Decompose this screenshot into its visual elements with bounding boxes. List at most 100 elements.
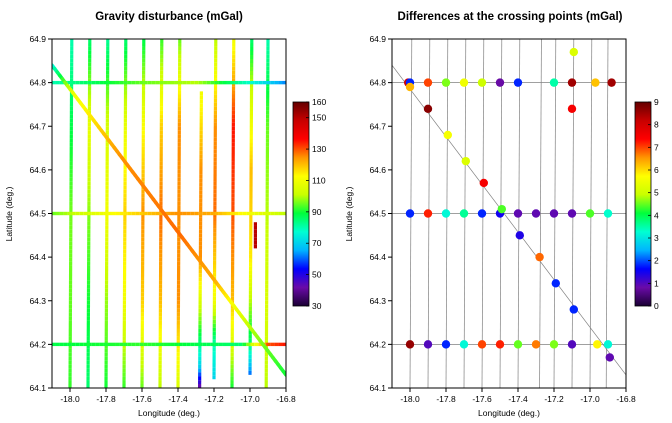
x-tick-label: -17.2 [544, 394, 564, 404]
crossing-point [603, 209, 613, 218]
crossing-point [515, 231, 524, 240]
colorbar-tick-label: 1 [654, 278, 659, 288]
colorbar-tick-label: 4 [654, 210, 659, 220]
crossing-point [477, 340, 487, 349]
y-tick-label: 64.8 [29, 78, 46, 88]
x-tick-label: -16.8 [276, 394, 296, 404]
crossing-point [495, 340, 505, 349]
x-axis: -18.0 -17.8 -17.6 -17.4 -17.2 -17.0 -16.8 [60, 388, 296, 404]
crossing-point [513, 340, 523, 349]
crossing-point [513, 78, 523, 87]
diagonal-track-line [392, 64, 626, 376]
crossing-point [461, 156, 470, 166]
y-axis: 64.1 64.2 64.3 64.4 64.5 64.6 64.7 64.8 64.9 [369, 34, 392, 393]
x-tick-label: -17.8 [96, 394, 116, 404]
x-tick-label: -16.8 [616, 394, 636, 404]
north-south-track [158, 39, 164, 388]
crossing-point [549, 78, 559, 87]
gravity-chart: Gravity disturbance (mGal) -18.0 -17.8 -17… [4, 11, 326, 418]
y-tick-label: 64.5 [29, 209, 46, 219]
crossing-point [531, 340, 541, 349]
x-tick-label: -17.0 [240, 394, 260, 404]
colorbar-scale [634, 101, 652, 307]
track-lines [52, 39, 286, 388]
y-tick-label: 64.6 [369, 165, 386, 175]
crossing-point [423, 340, 433, 349]
crossing-point [405, 82, 415, 92]
crossing-point [495, 78, 505, 87]
colorbar-tick-label: 90 [312, 207, 322, 217]
crossing-point [531, 209, 541, 218]
y-tick-label: 64.9 [29, 34, 46, 44]
north-south-track [248, 39, 254, 375]
crossing-point [567, 340, 577, 349]
crossing-point [567, 78, 577, 87]
x-tick-label: -17.4 [168, 394, 188, 404]
colorbar-scale [292, 101, 310, 307]
crossing-point [585, 209, 595, 218]
chart-title: Differences at the crossing points (mGal… [398, 11, 623, 23]
y-tick-label: 64.2 [29, 339, 46, 349]
x-tick-label: -17.4 [508, 394, 528, 404]
colorbar-tick-label: 8 [654, 120, 659, 130]
chart-title: Gravity disturbance (mGal) [95, 11, 243, 23]
north-south-track [212, 39, 218, 380]
y-tick-label: 64.1 [29, 383, 46, 393]
crossing-point [569, 305, 578, 314]
colorbar-ticks: 0 1 2 3 4 5 6 7 8 9 [648, 97, 659, 311]
colorbar-tick-label: 5 [654, 188, 659, 198]
y-tick-label: 64.3 [29, 296, 46, 306]
crossing-point [441, 340, 451, 349]
crossing-point [549, 209, 559, 218]
y-tick-label: 64.6 [29, 165, 46, 175]
y-axis: 64.1 64.2 64.3 64.4 64.5 64.6 64.7 64.8 64.9 [29, 34, 52, 393]
crossing-point [423, 104, 433, 114]
colorbar-tick-label: 0 [654, 301, 659, 311]
x-axis: -18.0 -17.8 -17.6 -17.4 -17.2 -17.0 -16.8 [400, 388, 636, 404]
y-tick-label: 64.4 [369, 252, 386, 262]
colorbar: 0 1 2 3 4 5 6 7 8 9 [634, 97, 659, 311]
crossing-point [535, 252, 544, 262]
crossing-point [593, 340, 602, 349]
colorbar-tick-label: 7 [654, 142, 659, 152]
colorbar-tick-label: 2 [654, 256, 659, 266]
crossing-point [591, 78, 600, 87]
colorbar-tick-label: 30 [312, 301, 322, 311]
crossing-point [569, 47, 578, 57]
crossing-point [477, 78, 487, 87]
crossing-point [405, 209, 415, 218]
crossing-point [603, 340, 613, 349]
colorbar-tick-label: 160 [312, 97, 326, 107]
colorbar-tick-label: 50 [312, 270, 322, 280]
y-axis-label: Latitude (deg.) [4, 186, 14, 241]
crossing-point [459, 340, 469, 349]
crossing-point [551, 279, 560, 288]
crossing-point [405, 340, 415, 349]
crossing-point [605, 353, 614, 362]
crossing-point [477, 209, 487, 218]
x-axis-label: Longitude (deg.) [478, 408, 540, 418]
x-axis-label: Longitude (deg.) [138, 408, 200, 418]
crossing-point [549, 340, 559, 349]
crossing-point [443, 130, 452, 140]
colorbar-tick-label: 9 [654, 97, 659, 107]
x-tick-label: -17.8 [436, 394, 456, 404]
north-south-track [86, 39, 92, 388]
crossing-point [497, 204, 506, 214]
y-tick-label: 64.1 [369, 383, 386, 393]
y-tick-label: 64.4 [29, 252, 46, 262]
colorbar: 30 50 70 90 110 130 150 160 [292, 97, 326, 311]
crossing-point [459, 78, 469, 87]
x-tick-label: -18.0 [60, 394, 80, 404]
north-south-track [140, 39, 146, 388]
colorbar-tick-label: 130 [312, 144, 326, 154]
y-tick-label: 64.5 [369, 209, 386, 219]
colorbar-tick-label: 110 [312, 175, 326, 185]
colorbar-ticks: 30 50 70 90 110 130 150 160 [306, 97, 326, 311]
y-axis-label: Latitude (deg.) [344, 186, 354, 241]
x-tick-label: -18.0 [400, 394, 420, 404]
north-south-track [176, 39, 182, 388]
y-tick-label: 64.9 [369, 34, 386, 44]
crossing-points [404, 47, 616, 362]
